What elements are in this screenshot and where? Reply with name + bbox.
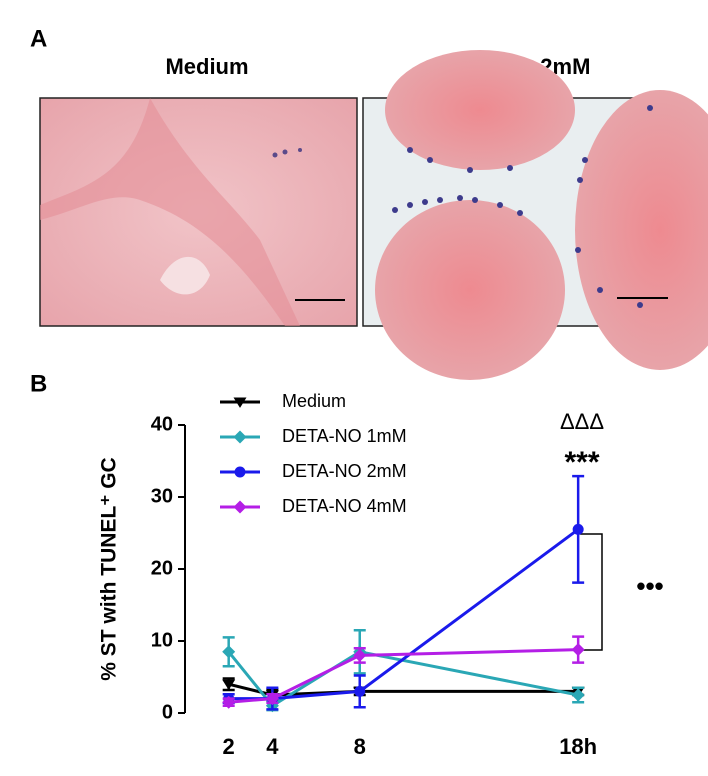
data-line xyxy=(228,528,580,701)
legend-label: DETA-NO 1mM xyxy=(282,426,407,446)
marker xyxy=(233,430,247,444)
legend-label: DETA-NO 4mM xyxy=(282,496,407,516)
legend-label: Medium xyxy=(282,391,346,411)
image-title: Medium xyxy=(165,54,248,79)
significance-bracket xyxy=(580,533,603,651)
y-axis-label: % ST with TUNEL⁺ GC xyxy=(98,457,121,680)
panel-label: A xyxy=(30,25,47,52)
micrograph xyxy=(362,50,708,380)
x-tick-label: 8 xyxy=(354,734,366,759)
data-line xyxy=(228,682,579,697)
micrograph xyxy=(39,97,358,327)
marker xyxy=(354,685,366,697)
marker xyxy=(233,397,247,408)
marker xyxy=(353,648,367,662)
marker xyxy=(571,688,585,702)
marker xyxy=(234,466,246,478)
x-tick-label: 4 xyxy=(266,734,279,759)
y-tick-label: 0 xyxy=(162,701,173,723)
chart: % ST with TUNEL⁺ GC ΔΔΔ *** ••• 0 10 20 30 4… xyxy=(98,391,664,759)
x-tick-label: 18h xyxy=(559,734,597,759)
annotation: *** xyxy=(564,446,599,479)
x-tick-label: 2 xyxy=(223,734,235,759)
annotation: ΔΔΔ xyxy=(560,409,604,434)
marker xyxy=(222,645,236,659)
annotation: ••• xyxy=(636,571,663,601)
y-tick-label: 30 xyxy=(151,485,173,507)
marker xyxy=(571,643,585,657)
marker xyxy=(572,523,584,535)
y-tick-label: 40 xyxy=(151,413,173,435)
marker xyxy=(265,692,279,706)
marker xyxy=(222,679,236,691)
data-line xyxy=(228,648,579,704)
panel-label: B xyxy=(30,370,47,397)
data-line xyxy=(227,650,579,708)
y-tick-label: 20 xyxy=(151,557,173,579)
marker xyxy=(233,500,247,514)
y-tick-label: 10 xyxy=(151,629,173,651)
marker xyxy=(222,695,236,709)
legend-label: DETA-NO 2mM xyxy=(282,461,407,481)
